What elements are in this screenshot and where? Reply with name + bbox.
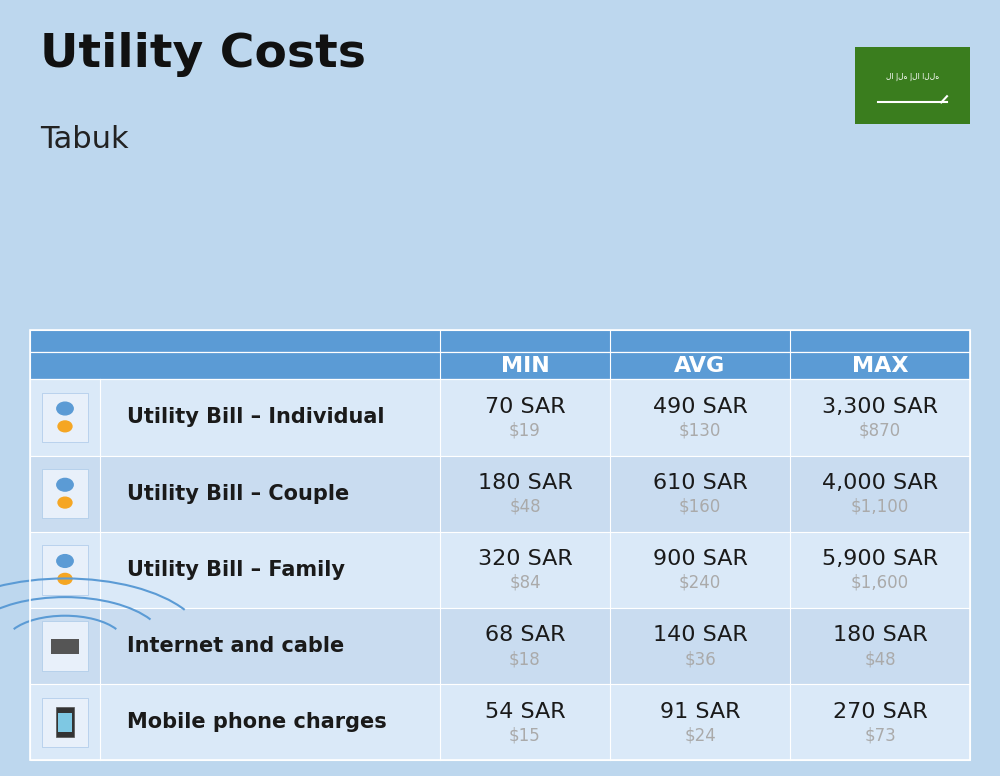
Bar (51, 639, 79, 653)
Text: 140 SAR: 140 SAR (653, 625, 747, 646)
Bar (42, 698, 88, 747)
Text: Utility Costs: Utility Costs (40, 32, 366, 77)
Text: 900 SAR: 900 SAR (653, 549, 747, 570)
Bar (42, 469, 88, 518)
Text: $160: $160 (679, 497, 721, 515)
Bar (30, 684, 970, 760)
Text: 68 SAR: 68 SAR (485, 625, 565, 646)
Circle shape (58, 421, 72, 431)
Circle shape (57, 555, 73, 567)
Text: Utility Bill – Family: Utility Bill – Family (127, 560, 345, 580)
Text: $1,600: $1,600 (851, 574, 909, 592)
Text: 5,900 SAR: 5,900 SAR (822, 549, 938, 570)
Text: $19: $19 (509, 421, 541, 439)
Circle shape (57, 402, 73, 415)
Text: $15: $15 (509, 726, 541, 744)
Text: 54 SAR: 54 SAR (485, 702, 565, 722)
Text: 610 SAR: 610 SAR (653, 473, 747, 493)
Bar (56, 708, 74, 737)
Text: $240: $240 (679, 574, 721, 592)
Text: 91 SAR: 91 SAR (660, 702, 740, 722)
Circle shape (58, 497, 72, 508)
Bar (30, 532, 970, 608)
Text: لا إله إلا الله: لا إله إلا الله (886, 71, 939, 81)
Bar (30, 352, 970, 379)
Bar (42, 622, 88, 671)
Text: $870: $870 (859, 421, 901, 439)
Text: Utility Bill – Couple: Utility Bill – Couple (127, 483, 349, 504)
Text: Internet and cable: Internet and cable (127, 636, 344, 656)
Text: 4,000 SAR: 4,000 SAR (822, 473, 938, 493)
Text: 270 SAR: 270 SAR (833, 702, 927, 722)
Text: $1,100: $1,100 (851, 497, 909, 515)
Bar (30, 330, 970, 352)
Text: 180 SAR: 180 SAR (478, 473, 572, 493)
Bar (42, 393, 88, 442)
Bar (30, 608, 970, 684)
Text: $48: $48 (509, 497, 541, 515)
Bar (30, 379, 970, 456)
Text: 180 SAR: 180 SAR (833, 625, 927, 646)
Bar (58, 713, 72, 733)
Bar (855, 47, 970, 124)
Circle shape (58, 573, 72, 584)
Text: Tabuk: Tabuk (40, 125, 129, 154)
Text: Utility Bill – Individual: Utility Bill – Individual (127, 407, 385, 428)
Text: 3,300 SAR: 3,300 SAR (822, 397, 938, 417)
Circle shape (57, 478, 73, 491)
Bar (42, 545, 88, 594)
Text: $73: $73 (864, 726, 896, 744)
Bar (30, 456, 970, 532)
Text: Mobile phone charges: Mobile phone charges (127, 712, 387, 733)
Text: AVG: AVG (674, 355, 726, 376)
Text: $18: $18 (509, 650, 541, 668)
Text: MIN: MIN (501, 355, 549, 376)
Text: $84: $84 (509, 574, 541, 592)
Text: MAX: MAX (852, 355, 908, 376)
Text: 70 SAR: 70 SAR (485, 397, 565, 417)
Text: $24: $24 (684, 726, 716, 744)
Text: $36: $36 (684, 650, 716, 668)
Text: $130: $130 (679, 421, 721, 439)
Text: $48: $48 (864, 650, 896, 668)
Text: 490 SAR: 490 SAR (653, 397, 747, 417)
Text: 320 SAR: 320 SAR (478, 549, 572, 570)
Bar (30, 330, 970, 760)
